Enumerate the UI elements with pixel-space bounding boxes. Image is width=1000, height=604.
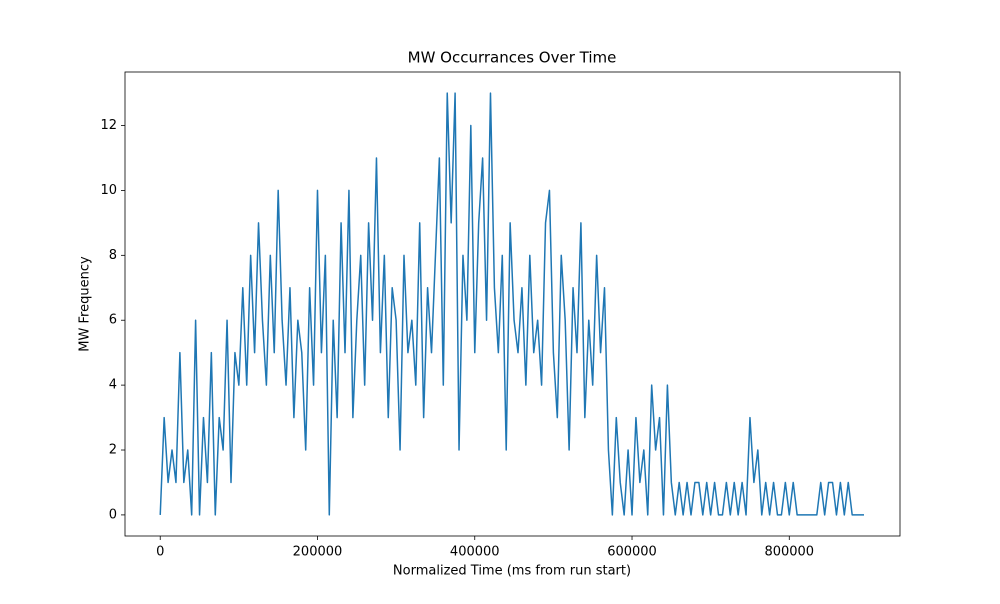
data-line <box>159 92 864 516</box>
chart-title: MW Occurrances Over Time <box>408 49 617 67</box>
y-tick-label: 2 <box>109 443 117 458</box>
x-tick-label: 0 <box>156 545 164 560</box>
y-tick-label: 10 <box>100 183 117 198</box>
y-tick-label: 0 <box>109 507 117 522</box>
x-tick-label: 400000 <box>450 545 500 560</box>
x-tick-label: 200000 <box>293 545 343 560</box>
x-tick-label: 800000 <box>764 545 814 560</box>
y-axis-label: MW Frequency <box>78 256 93 352</box>
x-axis-label: Normalized Time (ms from run start) <box>393 564 631 579</box>
y-tick-label: 4 <box>109 378 117 393</box>
y-tick-label: 12 <box>100 118 117 133</box>
x-tick-label: 600000 <box>607 545 657 560</box>
y-tick-label: 6 <box>109 313 117 328</box>
y-tick-label: 8 <box>109 248 117 263</box>
plot-frame <box>124 71 901 537</box>
